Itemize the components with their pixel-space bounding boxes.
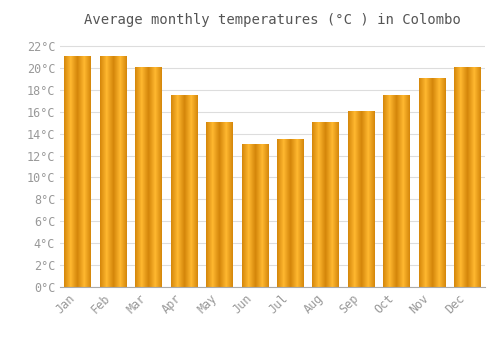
Title: Average monthly temperatures (°C ) in Colombo: Average monthly temperatures (°C ) in Co… <box>84 13 461 27</box>
